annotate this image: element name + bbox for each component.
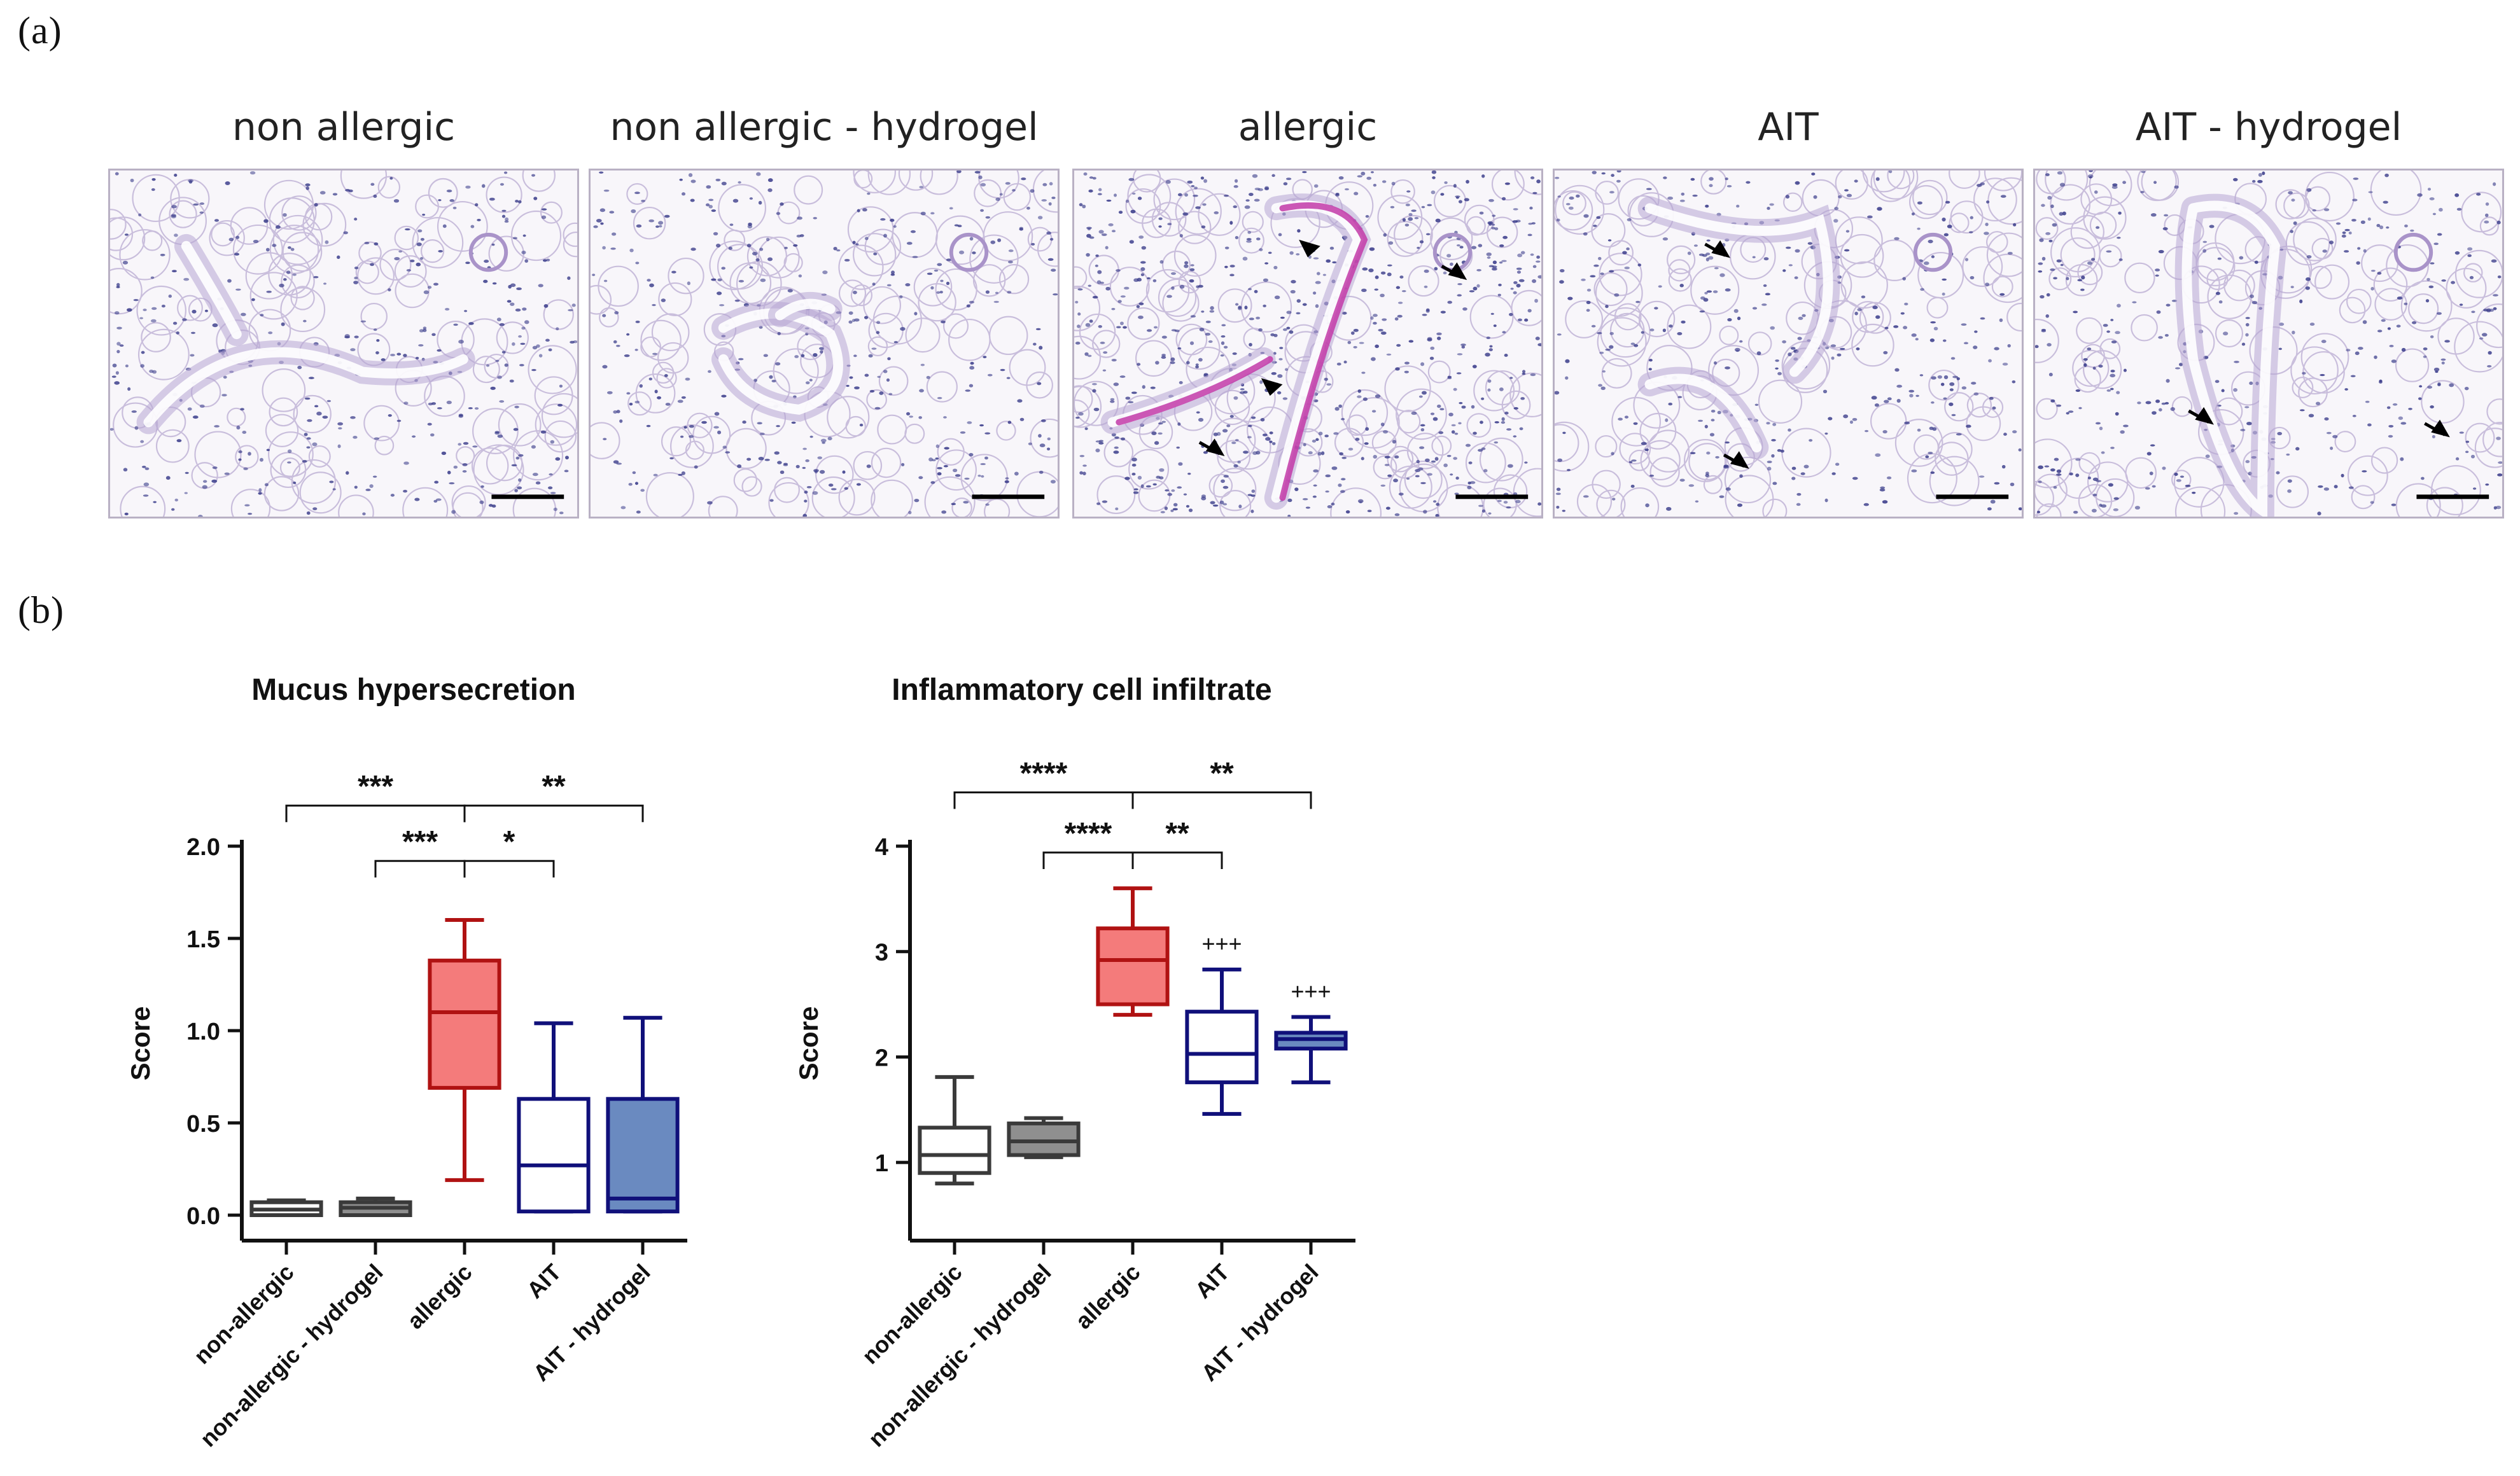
significance-bracket: ****	[1042, 817, 1134, 869]
panel-b-label: (b)	[18, 589, 64, 631]
micrograph-title-ait-hydrogel: AIT - hydrogel	[2135, 105, 2402, 150]
significance-label: ****	[1020, 756, 1068, 790]
scale-bar	[1936, 494, 2009, 499]
plus-marker: +++	[1291, 978, 1331, 1004]
panel-a-label: (a)	[18, 10, 62, 52]
box-plot-non-allergic	[918, 1075, 991, 1186]
significance-label: **	[542, 770, 566, 804]
arrowhead-icon	[1299, 239, 1320, 258]
tissue-image	[591, 171, 1058, 517]
micrograph-ait	[1553, 169, 2024, 519]
micrograph-non-allergic	[108, 169, 579, 519]
tissue-image	[1074, 171, 1541, 517]
y-tick-label: 2	[875, 1045, 888, 1071]
arrow-icon	[2188, 407, 2214, 425]
chart-title: Mucus hypersecretion	[251, 673, 575, 707]
y-tick-label: 0.5	[186, 1111, 220, 1138]
significance-bracket: ***	[374, 825, 466, 878]
micrograph-title-ait: AIT	[1758, 105, 1819, 150]
micrograph-allergic	[1072, 169, 1543, 519]
significance-label: **	[1210, 756, 1234, 790]
y-axis-label: Score	[794, 1006, 823, 1081]
y-tick-label: 1	[875, 1150, 888, 1177]
x-tick-label: AIT	[522, 1259, 566, 1304]
significance-bracket: **	[463, 770, 644, 823]
box-plot-ait-hydrogel	[606, 1015, 680, 1214]
significance-bracket: ****	[953, 756, 1134, 809]
scale-bar	[491, 494, 564, 499]
plus-marker: +++	[1201, 931, 1242, 957]
box-plot-non-allergic	[249, 1198, 323, 1218]
micrograph-title-non-allergic-hydrogel: non allergic - hydrogel	[610, 105, 1039, 150]
significance-bracket: **	[1131, 817, 1223, 869]
x-tick-label: non-allergic - hydrogel	[195, 1259, 388, 1452]
x-tick-label: allergic	[1070, 1259, 1145, 1334]
y-tick-label: 2.0	[186, 834, 220, 861]
tissue-image	[2035, 171, 2502, 517]
box-plot-non-allergic-hydrogel	[339, 1196, 412, 1218]
y-tick-label: 4	[875, 834, 888, 861]
y-tick-label: 1.0	[186, 1019, 220, 1045]
arrow-icon	[1704, 240, 1731, 258]
x-tick-label: allergic	[402, 1259, 477, 1334]
box-plot-allergic	[1096, 886, 1170, 1017]
tissue-image	[110, 171, 577, 517]
chart-mucus-hypersecretion: Mucus hypersecretion 0.0 0.5 1.0 1.5 2.0 Score…	[125, 673, 687, 1452]
arrow-icon	[2424, 419, 2450, 438]
significance-label: **	[1165, 817, 1189, 851]
x-tick-label: AIT	[1190, 1259, 1235, 1304]
y-tick-label: 1.5	[186, 926, 220, 953]
significance-label: ***	[358, 770, 393, 804]
significance-bracket: ***	[285, 770, 466, 823]
y-tick-label: 0.0	[186, 1203, 220, 1230]
significance-bracket: **	[1131, 756, 1312, 809]
significance-label: ***	[402, 825, 438, 859]
box-plot-ait-hydrogel	[1274, 1015, 1348, 1085]
arrowhead-icon	[1261, 378, 1283, 396]
micrograph-non-allergic-hydrogel	[589, 169, 1060, 519]
micrograph-ait-hydrogel	[2033, 169, 2504, 519]
scale-bar	[972, 494, 1045, 499]
tissue-image	[1555, 171, 2022, 517]
y-axis-label: Score	[125, 1006, 155, 1081]
micrograph-title-non-allergic: non allergic	[232, 105, 456, 150]
box-plot-allergic	[428, 918, 501, 1182]
chart-title: Inflammatory cell infiltrate	[892, 673, 1272, 707]
significance-bracket: *	[463, 825, 555, 878]
y-tick-label: 3	[875, 940, 888, 966]
x-tick-label: non-allergic - hydrogel	[863, 1259, 1056, 1452]
arrow-icon	[1441, 262, 1467, 281]
box-plot-ait	[1185, 967, 1259, 1116]
box-plot-ait	[517, 1021, 591, 1214]
scale-bar	[2416, 494, 2489, 499]
significance-label: *	[503, 825, 515, 859]
box-plot-non-allergic-hydrogel	[1007, 1116, 1081, 1159]
significance-label: ****	[1065, 817, 1112, 851]
arrow-icon	[1198, 438, 1225, 457]
chart-inflammatory-cell-infiltrate: Inflammatory cell infiltrate 1 2 3 4 Score non…	[794, 673, 1355, 1452]
arrow-icon	[1723, 451, 1749, 469]
micrograph-title-allergic: allergic	[1238, 105, 1378, 150]
scale-bar	[1455, 494, 1529, 499]
